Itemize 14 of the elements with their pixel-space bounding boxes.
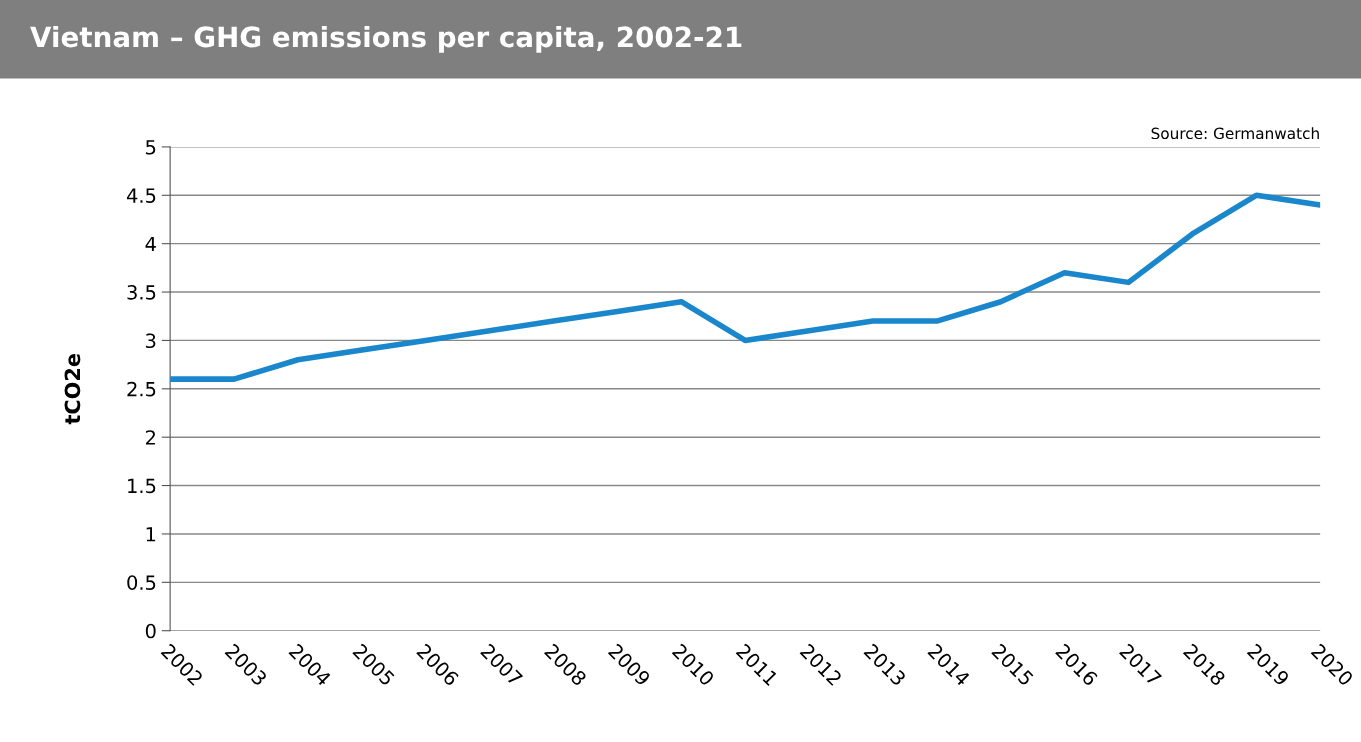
y-tick-label: 3 [146,333,156,349]
chart-title: Vietnam – GHG emissions per capita, 2002-21 [30,25,742,53]
y-tick-label: 5 [146,140,156,155]
y-axis-title: tCO2e [64,354,81,425]
y-tick-label: 0 [145,623,156,639]
y-tick-label: 4.5 [126,188,156,203]
y-tick-label: 1.5 [128,478,156,494]
y-tick-label: 2 [145,430,155,445]
y-tick-label: 0.5 [127,575,156,590]
source-note: Source: Germanwatch [1151,127,1319,140]
y-tick-label: 2.5 [127,381,156,397]
y-tick-label: 1 [146,527,156,542]
y-tick-label: 4 [145,236,156,252]
y-tick-label: 3.5 [127,285,156,300]
